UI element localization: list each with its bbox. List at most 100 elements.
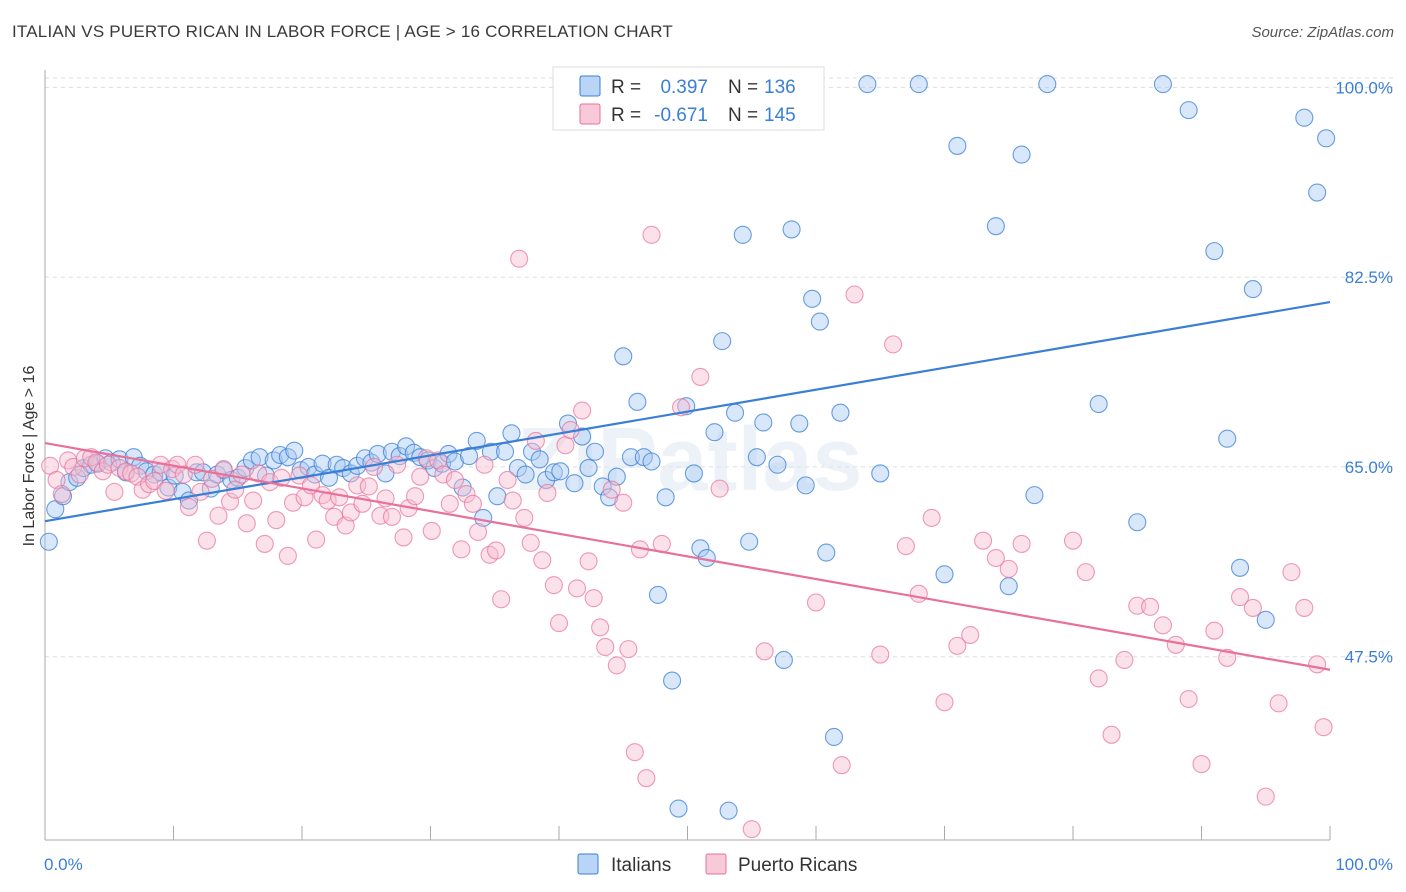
point-italians-88 xyxy=(656,488,675,507)
point-puerto-ricans-112 xyxy=(832,756,851,775)
point-puerto-ricans-134 xyxy=(1166,635,1185,654)
axes xyxy=(44,70,1331,841)
point-italians-95 xyxy=(705,423,724,442)
point-puerto-ricans-124 xyxy=(999,559,1018,578)
point-italians-102 xyxy=(754,413,773,432)
point-italians-35 xyxy=(285,441,304,460)
point-puerto-ricans-94 xyxy=(584,589,603,608)
point-puerto-ricans-130 xyxy=(1115,650,1134,670)
point-italians-96 xyxy=(713,332,732,351)
point-italians-135 xyxy=(1317,129,1336,148)
point-italians-77 xyxy=(579,458,598,478)
point-puerto-ricans-29 xyxy=(209,506,228,525)
point-italians-131 xyxy=(1243,280,1262,299)
point-puerto-ricans-107 xyxy=(691,367,710,386)
point-italians-73 xyxy=(551,462,570,481)
point-puerto-ricans-1 xyxy=(47,470,66,489)
point-puerto-ricans-20 xyxy=(156,481,175,500)
bottom-legend-swatch-puerto-ricans xyxy=(705,853,727,875)
point-puerto-ricans-83 xyxy=(521,533,540,552)
chart-source: Source: ZipAtlas.com xyxy=(1251,24,1394,41)
point-puerto-ricans-80 xyxy=(503,491,522,510)
series-puerto-ricans xyxy=(41,225,1333,839)
point-puerto-ricans-123 xyxy=(986,548,1005,568)
bottom-legend: Italians Puerto Ricans xyxy=(577,853,857,876)
point-puerto-ricans-88 xyxy=(549,614,569,633)
point-puerto-ricans-143 xyxy=(1282,563,1301,582)
y-tick-label-0: 47.5% xyxy=(1345,648,1393,667)
point-puerto-ricans-97 xyxy=(602,480,621,499)
point-puerto-ricans-74 xyxy=(468,522,488,542)
point-puerto-ricans-64 xyxy=(411,467,430,486)
point-puerto-ricans-119 xyxy=(935,693,954,712)
point-puerto-ricans-24 xyxy=(179,498,198,517)
point-puerto-ricans-72 xyxy=(457,484,476,504)
point-italians-72 xyxy=(544,463,563,482)
point-puerto-ricans-85 xyxy=(533,551,552,570)
x-tick-labels: 0.0% 100.0% xyxy=(44,855,1393,874)
point-italians-65 xyxy=(495,442,515,461)
point-italians-97 xyxy=(719,801,738,820)
point-italians-34 xyxy=(278,448,297,467)
legend-r-value-italians: 0.397 xyxy=(660,77,708,98)
point-puerto-ricans-117 xyxy=(909,584,928,603)
point-puerto-ricans-55 xyxy=(359,477,378,496)
gridlines xyxy=(45,77,1395,658)
y-tick-labels: 47.5% 65.0% 82.5% 100.0% xyxy=(1335,78,1393,666)
bottom-legend-label-puerto-ricans: Puerto Ricans xyxy=(738,855,857,876)
point-puerto-ricans-120 xyxy=(948,636,967,655)
point-puerto-ricans-118 xyxy=(922,508,941,527)
point-italians-104 xyxy=(768,455,787,474)
point-puerto-ricans-100 xyxy=(619,640,638,659)
point-puerto-ricans-109 xyxy=(742,820,761,839)
point-puerto-ricans-137 xyxy=(1205,621,1224,640)
point-italians-0 xyxy=(39,532,58,551)
point-puerto-ricans-82 xyxy=(515,508,534,527)
point-puerto-ricans-128 xyxy=(1089,669,1108,688)
point-italians-109 xyxy=(803,289,822,308)
point-italians-116 xyxy=(909,75,928,94)
y-tick-label-3: 100.0% xyxy=(1335,78,1393,97)
point-puerto-ricans-69 xyxy=(440,494,459,513)
point-italians-111 xyxy=(817,543,836,562)
point-puerto-ricans-139 xyxy=(1231,588,1250,607)
point-puerto-ricans-5 xyxy=(70,465,89,484)
point-puerto-ricans-132 xyxy=(1141,597,1160,616)
point-puerto-ricans-98 xyxy=(607,656,626,675)
y-axis-title-group: In Labor Force | Age > 16 xyxy=(21,366,38,547)
point-italians-70 xyxy=(530,450,549,469)
legend-n-label-puerto_ricans: N = xyxy=(728,105,758,126)
point-puerto-ricans-121 xyxy=(961,625,980,645)
point-italians-114 xyxy=(858,75,877,94)
point-puerto-ricans-42 xyxy=(283,493,303,512)
point-puerto-ricans-133 xyxy=(1153,616,1172,635)
point-puerto-ricans-27 xyxy=(197,531,216,550)
point-italians-126 xyxy=(1153,75,1172,94)
point-italians-108 xyxy=(796,476,815,495)
point-puerto-ricans-35 xyxy=(244,491,263,510)
point-puerto-ricans-75 xyxy=(475,455,494,474)
point-italians-134 xyxy=(1308,183,1327,202)
point-puerto-ricans-70 xyxy=(445,470,464,489)
point-puerto-ricans-103 xyxy=(637,769,656,788)
point-puerto-ricans-87 xyxy=(544,576,563,595)
point-puerto-ricans-60 xyxy=(388,455,407,474)
point-puerto-ricans-93 xyxy=(579,552,598,571)
x-tick-label-1: 100.0% xyxy=(1335,855,1393,874)
point-puerto-ricans-68 xyxy=(434,465,453,484)
point-puerto-ricans-37 xyxy=(255,534,274,553)
point-puerto-ricans-140 xyxy=(1243,598,1262,617)
point-italians-61 xyxy=(467,431,486,450)
point-italians-110 xyxy=(810,312,829,331)
point-italians-106 xyxy=(782,220,801,239)
trendline-italians xyxy=(44,301,1331,523)
point-puerto-ricans-86 xyxy=(538,483,557,503)
point-italians-122 xyxy=(1025,486,1044,505)
point-italians-86 xyxy=(642,452,661,471)
point-italians-99 xyxy=(733,225,752,244)
point-puerto-ricans-131 xyxy=(1128,596,1147,615)
point-italians-119 xyxy=(986,217,1005,236)
point-puerto-ricans-145 xyxy=(1308,655,1327,674)
point-italians-4 xyxy=(68,468,87,487)
